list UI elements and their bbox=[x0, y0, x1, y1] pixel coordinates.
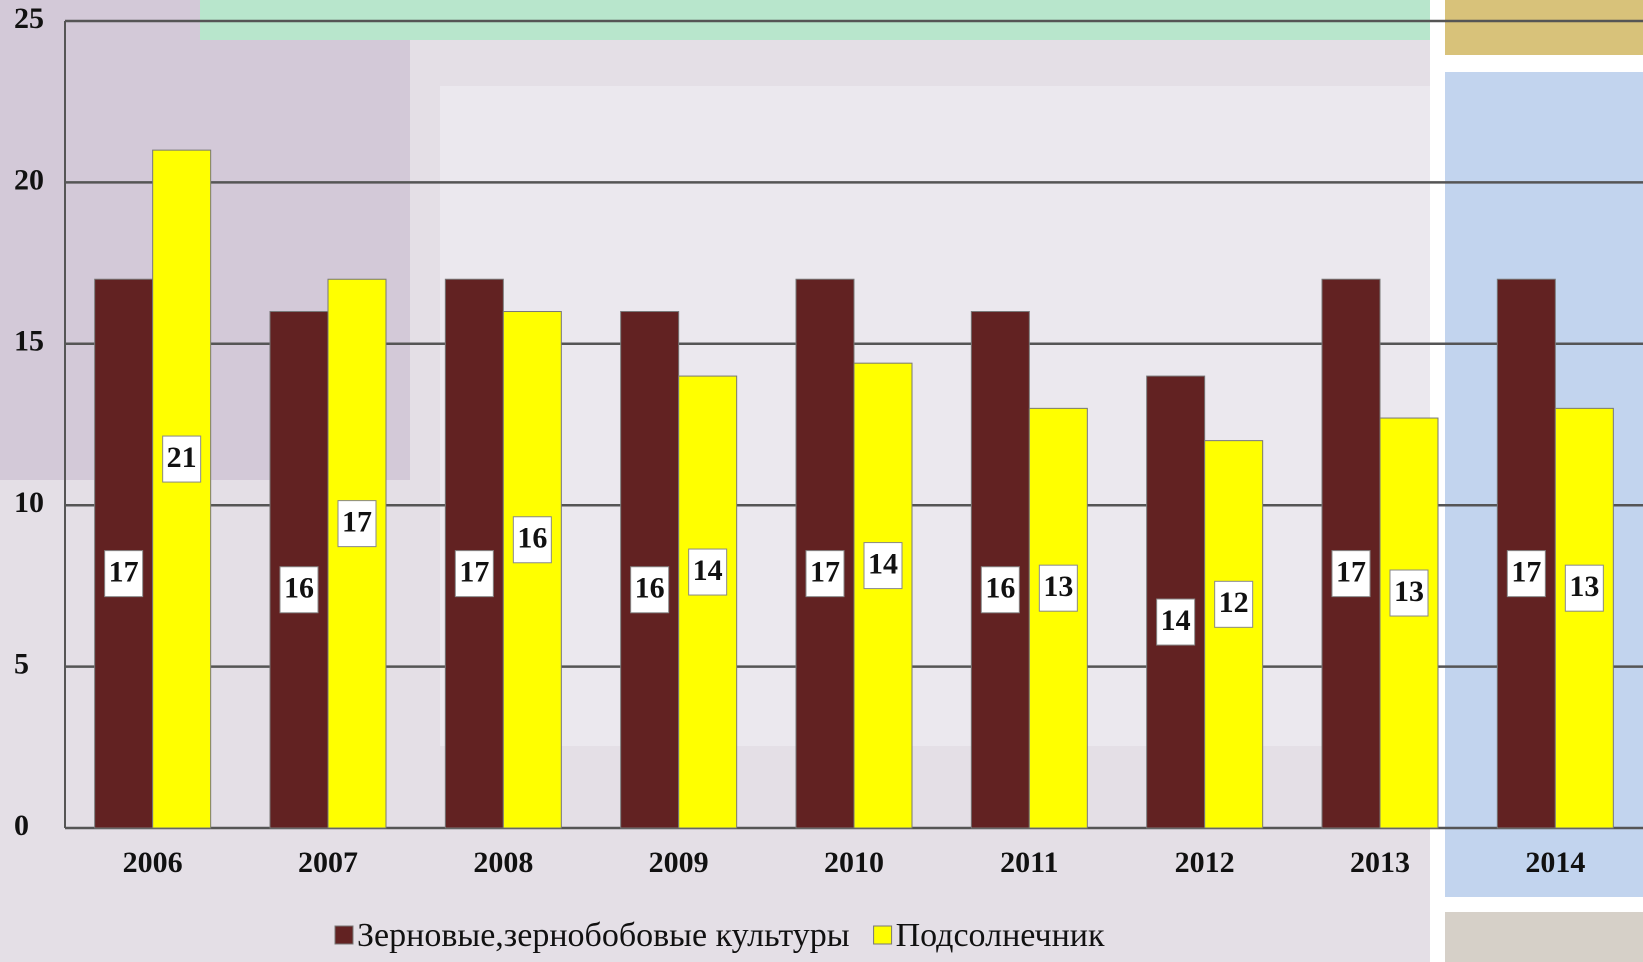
bar bbox=[853, 362, 913, 829]
data-label: 14 bbox=[868, 547, 898, 580]
data-label: 17 bbox=[810, 556, 840, 589]
x-tick-label: 2007 bbox=[298, 846, 358, 879]
photo bbox=[1445, 0, 1643, 55]
bar bbox=[1028, 407, 1088, 829]
y-tick-label: 15 bbox=[14, 325, 44, 358]
data-label-box bbox=[1038, 564, 1078, 612]
legend-label: Подсолнечник bbox=[896, 917, 1105, 954]
data-label-box bbox=[454, 550, 494, 598]
x-tick-label: 2013 bbox=[1350, 846, 1410, 879]
bar bbox=[678, 375, 738, 829]
legend-label: Зерновые,зернобобовые культуры bbox=[357, 917, 850, 954]
data-label: 13 bbox=[1043, 570, 1073, 603]
data-label-box bbox=[104, 550, 144, 598]
y-tick-label: 5 bbox=[14, 647, 29, 680]
data-label-box bbox=[1506, 550, 1546, 598]
y-tick-label: 0 bbox=[14, 809, 29, 842]
data-label-box bbox=[805, 550, 845, 598]
data-label: 17 bbox=[342, 506, 372, 539]
data-label-box bbox=[1564, 564, 1604, 612]
data-label: 17 bbox=[1336, 556, 1366, 589]
data-label: 14 bbox=[1161, 604, 1191, 637]
data-label: 14 bbox=[693, 554, 723, 587]
x-tick-label: 2014 bbox=[1525, 846, 1585, 879]
data-label-box bbox=[1331, 550, 1371, 598]
data-label-box bbox=[863, 542, 903, 590]
data-label: 16 bbox=[985, 572, 1015, 605]
legend-swatch bbox=[334, 925, 354, 945]
data-label: 13 bbox=[1569, 570, 1599, 603]
data-label-box bbox=[512, 516, 552, 564]
y-tick-label: 10 bbox=[14, 486, 44, 519]
x-tick-label: 2009 bbox=[649, 846, 709, 879]
bar bbox=[327, 278, 387, 829]
data-label: 21 bbox=[167, 441, 197, 474]
data-label-box bbox=[162, 435, 202, 483]
data-label-box bbox=[688, 548, 728, 596]
data-label: 13 bbox=[1394, 575, 1424, 608]
data-label: 16 bbox=[517, 522, 547, 555]
y-tick-label: 25 bbox=[14, 2, 44, 35]
bar bbox=[502, 311, 562, 829]
data-label: 16 bbox=[635, 572, 665, 605]
data-label: 17 bbox=[1511, 556, 1541, 589]
data-label-box bbox=[1214, 580, 1254, 628]
data-label-box bbox=[630, 566, 670, 614]
bar bbox=[152, 149, 212, 829]
photo bbox=[1445, 912, 1643, 962]
x-tick-label: 2008 bbox=[473, 846, 533, 879]
x-tick-label: 2012 bbox=[1175, 846, 1235, 879]
x-tick-label: 2006 bbox=[123, 846, 183, 879]
data-label: 16 bbox=[284, 572, 314, 605]
x-tick-label: 2011 bbox=[1000, 846, 1058, 879]
data-label-box bbox=[1156, 598, 1196, 646]
data-label-box bbox=[980, 566, 1020, 614]
data-label: 12 bbox=[1219, 586, 1249, 619]
data-label-box bbox=[337, 500, 377, 548]
y-tick-label: 20 bbox=[14, 163, 44, 196]
data-label-box bbox=[1389, 569, 1429, 617]
x-tick-label: 2010 bbox=[824, 846, 884, 879]
bar bbox=[1204, 440, 1264, 829]
legend-swatch bbox=[873, 925, 893, 945]
data-label-box bbox=[279, 566, 319, 614]
bar bbox=[1379, 417, 1439, 829]
bar bbox=[1554, 407, 1614, 829]
data-label: 17 bbox=[109, 556, 139, 589]
data-label: 17 bbox=[459, 556, 489, 589]
